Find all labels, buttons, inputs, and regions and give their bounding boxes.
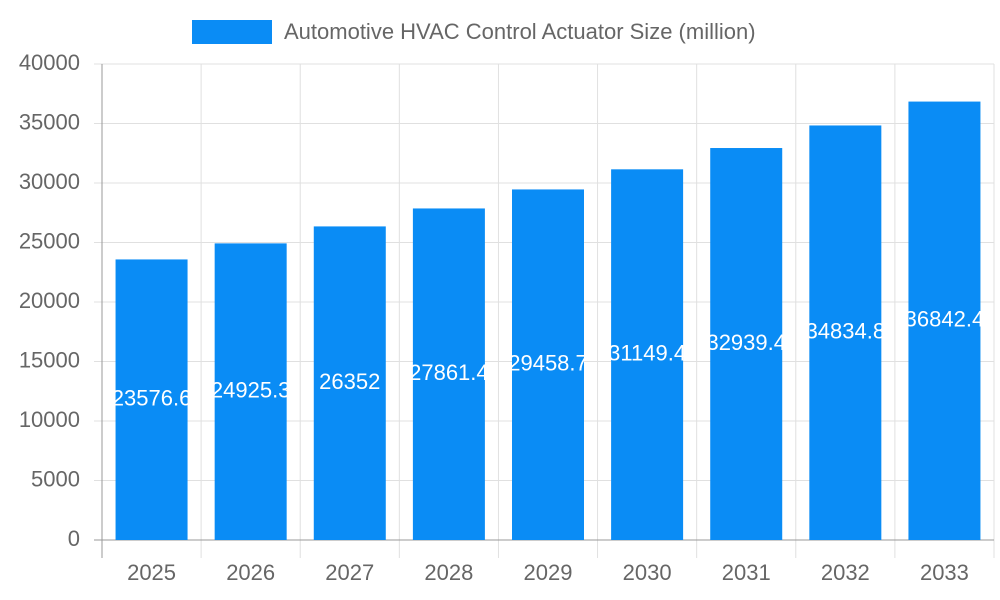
x-tick-label: 2031 (722, 560, 771, 585)
value-label: 31149.4 (608, 340, 686, 365)
bar (908, 101, 981, 540)
bar (611, 169, 684, 540)
value-label: 27861.4 (409, 360, 489, 385)
x-tick-label: 2027 (325, 560, 374, 585)
y-tick-label: 35000 (19, 109, 80, 134)
y-tick-label: 0 (68, 526, 80, 551)
bar (313, 226, 386, 540)
y-tick-label: 30000 (19, 169, 80, 194)
y-tick-label: 25000 (19, 228, 80, 253)
value-label: 34834.8 (806, 319, 886, 344)
x-tick-label: 2032 (821, 560, 870, 585)
value-label: 23576.6 (112, 386, 192, 411)
legend-swatch (192, 20, 272, 44)
value-label: 29458.7 (508, 351, 588, 376)
x-tick-label: 2030 (623, 560, 672, 585)
bar (115, 259, 188, 540)
y-tick-label: 15000 (19, 347, 80, 372)
legend-label: Automotive HVAC Control Actuator Size (m… (284, 19, 756, 44)
bar (512, 189, 584, 540)
value-label: 36842.4 (905, 307, 985, 332)
bar (214, 243, 287, 541)
value-label: 32939.4 (706, 330, 786, 355)
value-label: 24925.3 (211, 378, 291, 403)
value-label: 26352 (319, 369, 380, 394)
y-tick-label: 40000 (19, 50, 80, 75)
x-tick-label: 2025 (127, 560, 176, 585)
x-tick-label: 2026 (226, 560, 275, 585)
bar (809, 125, 882, 540)
y-tick-label: 5000 (31, 466, 80, 491)
bar (710, 148, 783, 541)
x-tick-label: 2033 (920, 560, 969, 585)
y-tick-label: 20000 (19, 288, 80, 313)
x-tick-label: 2029 (524, 560, 573, 585)
x-tick-label: 2028 (424, 560, 473, 585)
bar (412, 208, 485, 540)
y-tick-label: 10000 (19, 407, 80, 432)
